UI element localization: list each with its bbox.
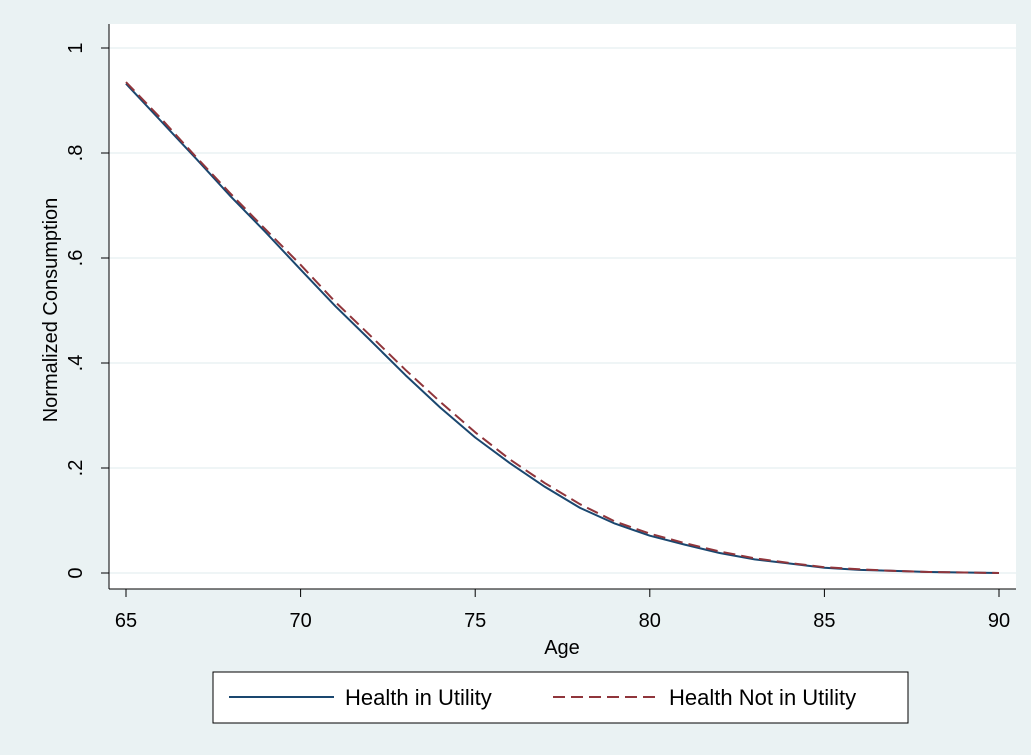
y-tick-label: .4 [65, 355, 87, 372]
y-tick-label: 0 [65, 567, 87, 578]
y-tick-label: .2 [65, 460, 87, 477]
x-tick-label: 65 [115, 610, 137, 632]
axes: 0 .2 .4 .6 .8 1 65 70 75 80 85 90 [65, 24, 1016, 632]
y-axis-title: Normalized Consumption [40, 198, 62, 423]
x-axis-title: Age [544, 637, 580, 659]
x-tick-label: 90 [988, 610, 1010, 632]
plot-area [109, 24, 1016, 589]
legend-label-2: Health Not in Utility [669, 685, 856, 710]
gridlines [109, 47, 1016, 574]
x-tick-label: 75 [464, 610, 486, 632]
x-tick-label: 70 [289, 610, 311, 632]
legend: Health in Utility Health Not in Utility [212, 671, 909, 724]
y-tick-label: 1 [65, 42, 87, 53]
y-tick-label: .8 [65, 145, 87, 162]
series-lines [125, 81, 1000, 574]
x-tick-label: 80 [639, 610, 661, 632]
y-tick-label: .6 [65, 250, 87, 267]
x-tick-label: 85 [813, 610, 835, 632]
series-line-2 [125, 81, 1000, 574]
legend-label-1: Health in Utility [345, 685, 492, 710]
